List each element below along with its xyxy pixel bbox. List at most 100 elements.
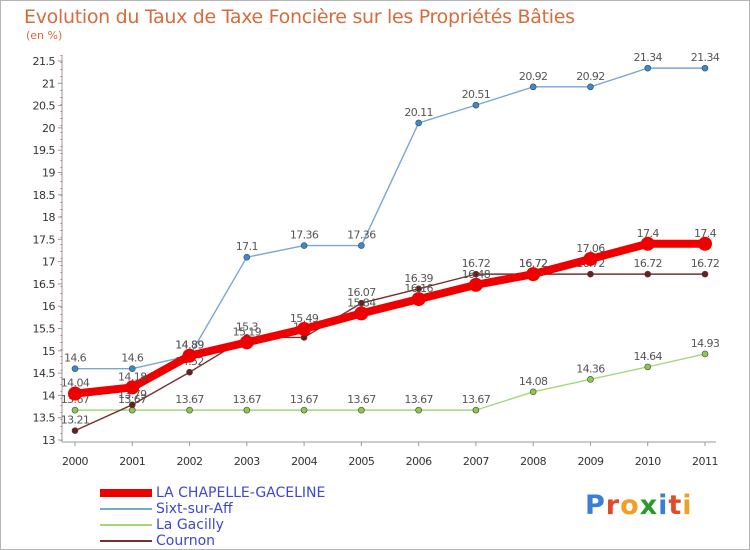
- x-tick-label: 2000: [62, 455, 88, 468]
- data-point: [644, 270, 652, 278]
- data-point: [71, 427, 79, 434]
- y-tick-label: 15: [42, 345, 55, 358]
- data-label: 15.3: [236, 320, 259, 333]
- data-label: 17.1: [236, 240, 258, 253]
- x-tick-label: 2010: [635, 455, 661, 468]
- data-point: [640, 236, 655, 251]
- data-label: 14.89: [175, 339, 204, 352]
- data-label: 20.92: [576, 70, 605, 83]
- data-point: [300, 406, 308, 414]
- data-label: 17.4: [637, 227, 660, 240]
- data-point: [243, 253, 251, 261]
- data-point: [644, 64, 652, 72]
- data-label: 14.64: [633, 350, 662, 363]
- y-tick-label: 14: [42, 389, 55, 402]
- data-point: [300, 242, 308, 249]
- data-label: 16.39: [404, 272, 433, 285]
- data-point: [472, 101, 480, 109]
- chart-title: Evolution du Taux de Taxe Foncière sur l…: [24, 6, 575, 28]
- data-point: [587, 83, 594, 91]
- data-point: [186, 368, 193, 376]
- data-point: [71, 406, 79, 414]
- data-label: 14.6: [121, 352, 144, 365]
- data-label: 14.36: [576, 362, 605, 375]
- data-point: [358, 299, 365, 307]
- data-label: 20.51: [462, 88, 491, 101]
- data-point: [354, 306, 369, 321]
- data-label: 17.06: [576, 242, 605, 255]
- y-tick-label: 21.5: [33, 55, 56, 68]
- data-label: 13.67: [233, 393, 262, 406]
- legend-swatch: [100, 540, 152, 542]
- data-label: 16.72: [519, 257, 548, 270]
- data-label: 13.67: [118, 393, 147, 406]
- data-point: [644, 363, 652, 371]
- data-label: 21.34: [633, 51, 662, 64]
- x-tick-label: 2008: [520, 455, 546, 468]
- data-point: [472, 270, 480, 278]
- data-point: [125, 380, 140, 395]
- data-point: [68, 386, 82, 401]
- data-label: 14.04: [61, 377, 90, 390]
- data-point: [472, 406, 480, 414]
- y-unit-label: (en %): [26, 29, 63, 42]
- y-tick-label: 16: [42, 300, 55, 313]
- y-tick-label: 15.5: [33, 323, 56, 336]
- x-tick-label: 2007: [463, 455, 489, 468]
- data-label: 15.84: [347, 296, 376, 309]
- data-label: 17.36: [347, 229, 376, 242]
- data-label: 14.6: [64, 352, 87, 365]
- y-tick-label: 14.5: [33, 367, 56, 380]
- data-point: [583, 251, 598, 266]
- data-point: [701, 270, 709, 278]
- data-label: 13.67: [290, 393, 319, 406]
- data-point: [529, 83, 537, 91]
- legend-label: Cournon: [156, 533, 216, 549]
- data-point: [358, 406, 365, 414]
- proxiti-logo: Proxiti: [585, 490, 693, 521]
- data-label: 17.4: [694, 227, 717, 240]
- x-tick-label: 2009: [577, 455, 603, 468]
- data-label: 14.89: [175, 339, 204, 352]
- data-label: 15.19: [233, 325, 262, 338]
- x-tick-label: 2001: [119, 455, 145, 468]
- y-tick-label: 20.5: [33, 100, 56, 113]
- x-tick-label: 2003: [234, 455, 260, 468]
- data-point: [468, 277, 483, 292]
- y-tick-label: 18.5: [33, 189, 56, 202]
- data-point: [128, 365, 136, 372]
- legend-label: La Gacilly: [156, 517, 224, 533]
- series-line: [74, 353, 706, 411]
- y-tick-label: 16.5: [33, 278, 56, 291]
- y-tick-label: 13: [42, 434, 55, 447]
- data-label: 14.08: [519, 375, 548, 388]
- data-label: 21.34: [691, 51, 720, 64]
- data-label: 13.67: [347, 393, 376, 406]
- series-line: [74, 67, 706, 370]
- data-label: 14.18: [118, 370, 147, 383]
- data-point: [698, 236, 712, 251]
- data-label: 17.36: [290, 229, 319, 242]
- data-label: 16.07: [347, 286, 376, 299]
- y-tick-label: 20: [42, 122, 55, 135]
- legend-label: LA CHAPELLE-GACELINE: [156, 485, 326, 501]
- data-point: [529, 388, 537, 396]
- data-label: 13.67: [175, 393, 204, 406]
- y-tick-label: 21: [42, 77, 55, 90]
- data-label: 14.93: [691, 337, 720, 350]
- data-label: 16.72: [519, 257, 548, 270]
- data-label: 16.72: [633, 257, 662, 270]
- y-tick-label: 19.5: [33, 144, 56, 157]
- x-tick-label: 2002: [177, 455, 203, 468]
- series-line: [74, 273, 706, 432]
- x-tick-label: 2005: [348, 455, 374, 468]
- legend-swatch: [100, 524, 152, 526]
- data-label: 20.92: [519, 70, 548, 83]
- data-label: 13.67: [404, 393, 433, 406]
- data-label: 13.21: [61, 414, 90, 427]
- data-label: 16.48: [462, 268, 491, 281]
- data-label: 16.72: [462, 257, 491, 270]
- data-point: [182, 348, 197, 363]
- data-label: 16.72: [691, 257, 720, 270]
